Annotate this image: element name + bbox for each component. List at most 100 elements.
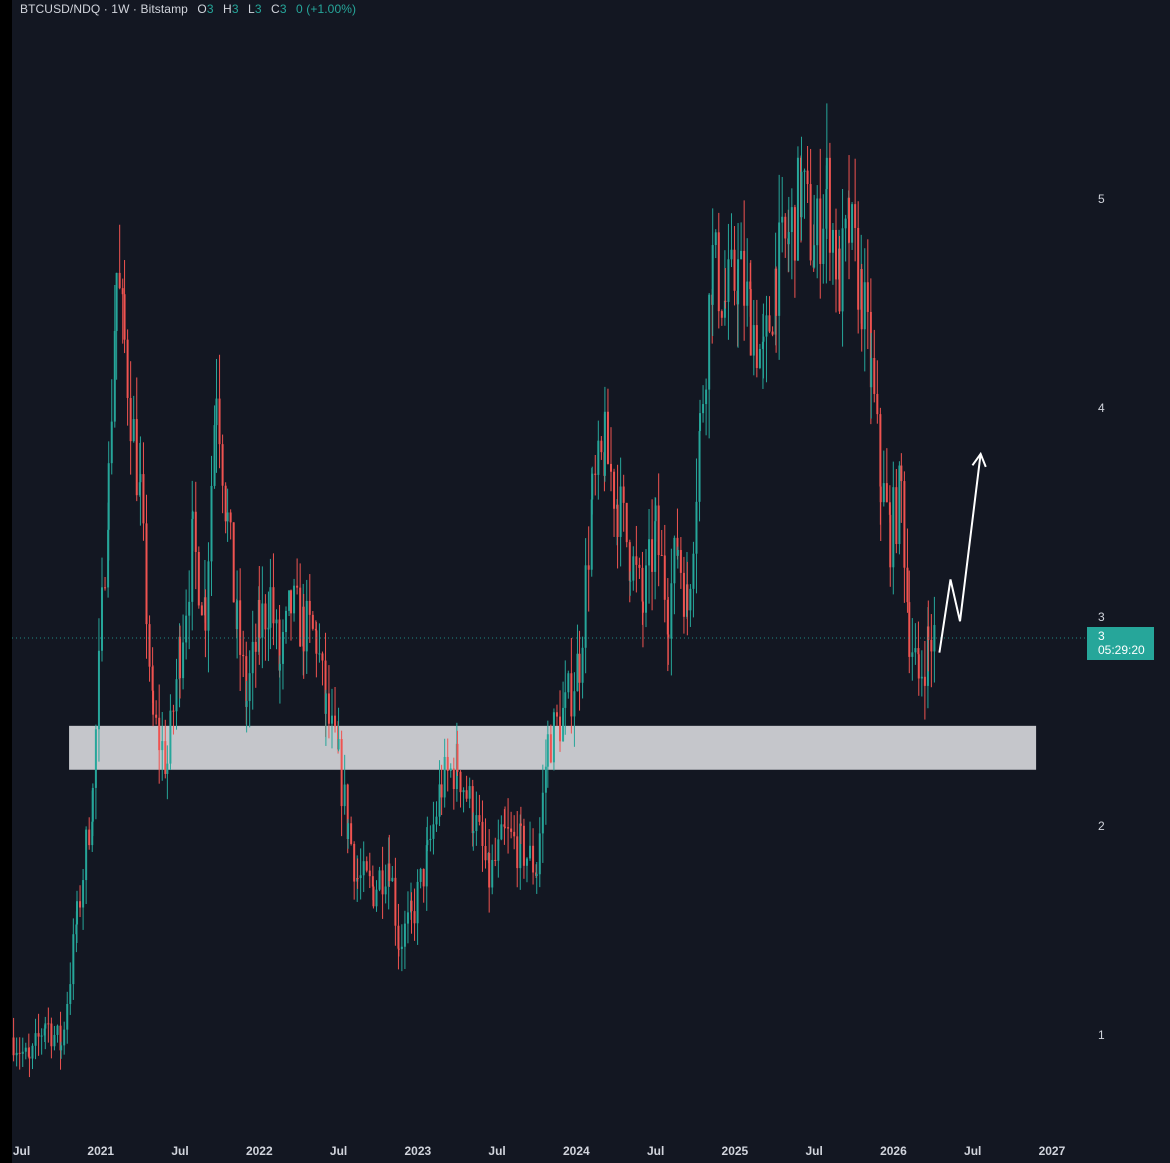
- candle-body: [148, 624, 151, 667]
- candle-body: [158, 717, 161, 751]
- candle-body: [519, 823, 522, 869]
- candle-body: [723, 300, 726, 318]
- candle-body: [622, 486, 625, 503]
- candle-body: [695, 501, 698, 554]
- candle-body: [906, 567, 909, 603]
- candle-body: [299, 587, 302, 647]
- candle-body: [356, 878, 359, 880]
- candle-body: [892, 487, 895, 568]
- y-tick-label: 3: [1098, 610, 1105, 625]
- candle-body: [702, 404, 705, 414]
- candle-body: [200, 605, 203, 616]
- candle-body: [917, 648, 920, 655]
- candle-body: [793, 207, 796, 261]
- candle-body: [215, 398, 218, 426]
- candle-body: [828, 157, 831, 253]
- candle-body: [440, 784, 443, 798]
- candle-body: [239, 600, 242, 655]
- candle-body: [343, 784, 346, 807]
- candle-body: [768, 315, 771, 332]
- candle-body: [765, 315, 768, 337]
- candle-body: [372, 886, 375, 907]
- candle-body: [567, 673, 570, 693]
- candle-body: [606, 411, 609, 464]
- candle-body: [324, 660, 327, 714]
- candle-body: [104, 587, 107, 589]
- low-label: L: [248, 2, 255, 16]
- candle-body: [762, 336, 765, 342]
- candle-body: [194, 511, 197, 552]
- candle-body: [800, 171, 803, 218]
- candle-body: [591, 473, 594, 500]
- candle-body: [752, 325, 755, 356]
- candle-body: [371, 876, 374, 887]
- candle-body: [746, 281, 749, 306]
- y-tick-label: 5: [1098, 191, 1105, 206]
- candle-body: [819, 198, 822, 264]
- candle-body: [462, 790, 465, 793]
- candle-body: [191, 511, 194, 519]
- candle-body: [914, 648, 917, 653]
- candle-body: [663, 555, 666, 600]
- candle-body: [15, 1052, 18, 1056]
- symbol-title[interactable]: BTCUSD/NDQ · 1W · Bitstamp: [20, 2, 188, 16]
- x-tick-label: Jul: [12, 1144, 31, 1158]
- symbol-legend: BTCUSD/NDQ · 1W · Bitstamp O3 H3 L3 C3 0…: [20, 2, 356, 16]
- candle-body: [254, 641, 257, 652]
- candle-body: [917, 654, 920, 679]
- candle-body: [525, 858, 528, 866]
- candle-body: [866, 282, 869, 312]
- y-tick-label: 2: [1098, 819, 1105, 834]
- candle-body: [75, 901, 78, 925]
- candle-body: [711, 245, 714, 305]
- candle-body: [422, 868, 425, 887]
- candle-body: [21, 1051, 24, 1054]
- candle-body: [635, 556, 638, 565]
- candle-body: [107, 463, 110, 530]
- last-price-badge: 3 05:29:20: [1087, 627, 1154, 660]
- candle-body: [468, 786, 471, 799]
- candle-body: [229, 512, 232, 523]
- candle-body: [873, 357, 876, 394]
- candle-body: [743, 250, 746, 306]
- candle-body: [727, 259, 730, 302]
- candle-body: [879, 486, 882, 503]
- candle-body: [879, 414, 882, 487]
- candle-body: [278, 663, 281, 671]
- candle-body: [564, 692, 567, 708]
- candle-body: [781, 216, 784, 223]
- x-tick-label: Jul: [646, 1144, 665, 1158]
- candle-body: [472, 831, 475, 834]
- candle-body: [705, 389, 708, 405]
- candle-body: [600, 440, 603, 453]
- candle-body: [24, 1047, 27, 1052]
- high-value: 3: [231, 2, 239, 16]
- candle-body: [638, 564, 641, 568]
- candle-body: [822, 228, 825, 264]
- projection-arrowhead: [971, 451, 987, 468]
- candle-body: [613, 471, 616, 509]
- candle-body: [471, 786, 474, 834]
- candle-body: [318, 653, 321, 655]
- x-tick-label: Jul: [329, 1144, 348, 1158]
- candle-body: [152, 690, 155, 715]
- candle-body: [758, 348, 761, 368]
- candle-body: [478, 815, 481, 822]
- candle-body: [497, 839, 500, 861]
- candle-body: [82, 880, 85, 908]
- candle-body: [132, 419, 135, 442]
- candle-body: [88, 829, 91, 846]
- candle-body: [353, 843, 356, 882]
- candle-body: [538, 833, 541, 875]
- high-label: H: [223, 2, 232, 16]
- candle-body: [384, 886, 387, 895]
- candle-body: [578, 653, 581, 683]
- candle-body: [456, 743, 459, 772]
- candle-body: [927, 626, 930, 640]
- candle-body: [491, 859, 494, 888]
- x-tick-label: 2026: [880, 1144, 907, 1158]
- candle-body: [321, 653, 324, 661]
- candle-body: [425, 845, 428, 887]
- candle-body: [510, 828, 513, 832]
